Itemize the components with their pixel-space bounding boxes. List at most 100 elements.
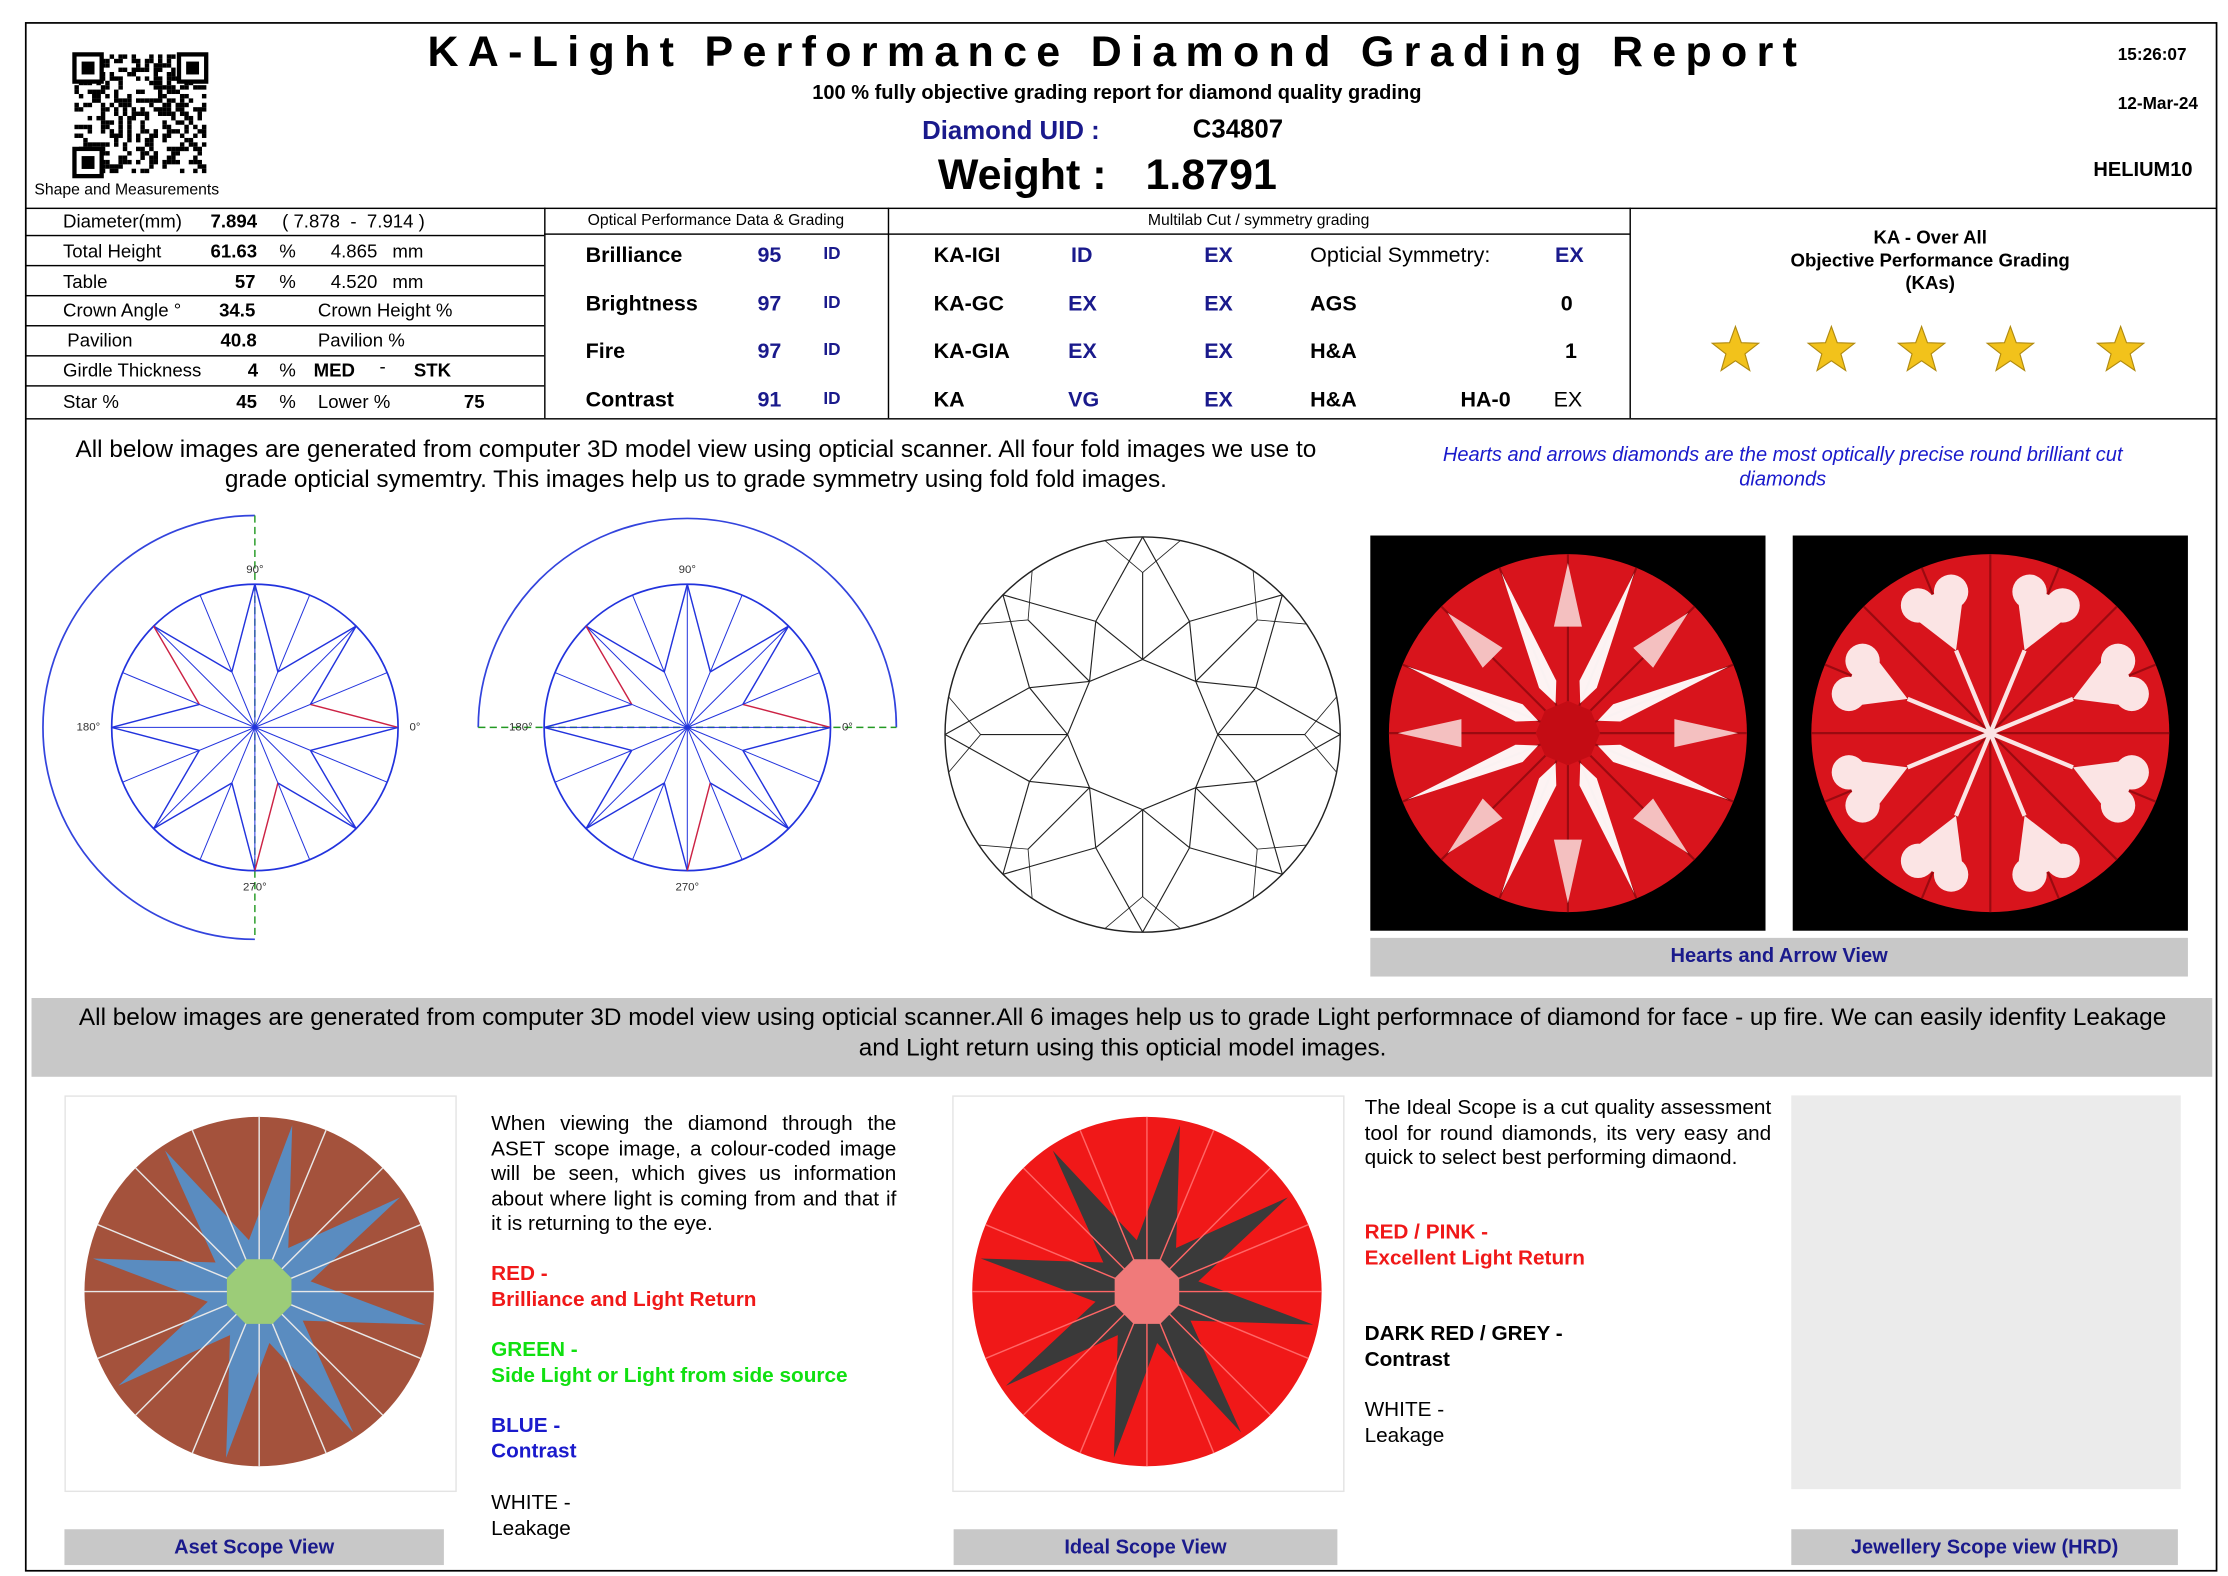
qr-cell <box>109 168 115 174</box>
star-icon <box>1710 324 1761 372</box>
cell: % <box>279 240 296 263</box>
qr-cell <box>153 98 159 103</box>
facet-line <box>1142 847 1191 933</box>
facet-line <box>632 594 688 728</box>
legend-key: BLUE - <box>491 1414 561 1438</box>
facet-line <box>948 734 981 773</box>
qr-cell <box>135 146 141 152</box>
qr-cell <box>175 151 181 156</box>
qr-cell <box>118 54 123 59</box>
lab-grade: EX <box>1068 339 1097 364</box>
qr-cell <box>162 124 167 130</box>
qr-finder <box>186 61 200 75</box>
qr-cell <box>100 111 106 116</box>
table-facet <box>1114 1259 1180 1324</box>
facet-line <box>1217 734 1257 782</box>
qr-cell <box>105 63 110 68</box>
qr-cell <box>179 146 185 152</box>
qr-cell <box>153 71 159 77</box>
facet-line <box>1088 787 1097 848</box>
heart-line <box>1989 731 2074 770</box>
qr-cell <box>166 155 172 160</box>
qr-cell <box>109 102 115 108</box>
qr-cell <box>201 124 207 130</box>
qr-cell <box>162 159 167 165</box>
report-time: 15:26:07 <box>2117 44 2187 65</box>
qr-cell <box>105 58 110 64</box>
facet-line <box>585 727 688 829</box>
qr-cell <box>96 89 101 95</box>
qr-cell <box>157 98 163 103</box>
qr-cell <box>162 120 167 125</box>
qr-cell <box>135 58 141 64</box>
qr-cell <box>131 67 137 73</box>
arrow-shape <box>1674 719 1738 748</box>
metric-name: Contrast <box>585 388 674 413</box>
cell: 61.63 <box>210 240 258 263</box>
heart-point <box>2072 758 2143 823</box>
qr-cell <box>109 164 115 169</box>
cell: Table <box>63 270 108 293</box>
star-icon <box>1896 324 1947 372</box>
qr-cell <box>144 129 150 134</box>
ideal-description: The Ideal Scope is a cut quality assessm… <box>1364 1096 1772 1170</box>
qr-cell <box>171 111 176 116</box>
scope-image <box>84 1116 434 1467</box>
weight-value: 1.8791 <box>1145 151 1277 200</box>
qr-cell <box>118 164 123 169</box>
qr-cell <box>105 107 110 112</box>
aset-description: When viewing the diamond through the ASE… <box>491 1112 897 1236</box>
facet-line <box>1195 680 1256 689</box>
qr-cell <box>166 80 172 86</box>
report-title: KA-Light Performance Diamond Grading Rep… <box>427 28 1807 76</box>
qr-cell <box>149 155 154 160</box>
metric-value: 95 <box>757 243 782 268</box>
facet-line <box>1989 732 2118 861</box>
qr-cell <box>171 71 176 77</box>
qr-cell <box>100 85 106 90</box>
facet-line <box>254 594 311 728</box>
facet-line <box>1255 781 1283 875</box>
axis-label: 90° <box>679 564 696 576</box>
arrow-shape <box>1397 719 1462 748</box>
qr-cell <box>162 63 167 68</box>
qr-cell <box>197 111 202 116</box>
hearts-view <box>1792 535 2188 931</box>
qr-cell <box>162 102 167 108</box>
facet-line <box>687 672 820 728</box>
facet-line <box>1095 620 1144 660</box>
facet-line <box>686 782 712 871</box>
qr-cell <box>157 80 163 86</box>
cell: Total Height <box>63 240 162 263</box>
facet-line <box>1027 849 1033 899</box>
uid-label: Diamond UID : <box>922 115 1100 145</box>
qr-finder <box>176 52 209 84</box>
metric-grade: ID <box>823 339 841 360</box>
qr-cell <box>153 133 159 138</box>
metric-value: 97 <box>757 339 782 364</box>
facet-line <box>153 727 256 829</box>
optical-title: Optical Performance Data & Grading <box>587 211 845 230</box>
qr-cell <box>166 58 172 64</box>
facet-line <box>742 703 831 729</box>
qr-cell <box>114 93 119 99</box>
qr-cell <box>114 133 119 138</box>
facet-line <box>1862 732 1992 861</box>
symmetry-cell: EX <box>1553 388 1583 413</box>
cell: % <box>279 390 296 413</box>
rule <box>544 233 1630 235</box>
qr-cell <box>105 93 110 99</box>
qr-cell <box>193 159 198 165</box>
qr-cell <box>175 146 181 152</box>
symmetry-cell: 1 <box>1565 339 1577 364</box>
metric-value: 91 <box>757 388 782 413</box>
facet-line <box>199 727 256 860</box>
axis-label: 90° <box>246 564 263 576</box>
facet-line <box>944 734 1030 782</box>
qr-cell <box>201 85 207 90</box>
facet-line <box>1142 620 1190 660</box>
qr-cell <box>100 124 106 130</box>
facet-line <box>686 594 743 728</box>
facet-line <box>1189 847 1283 875</box>
